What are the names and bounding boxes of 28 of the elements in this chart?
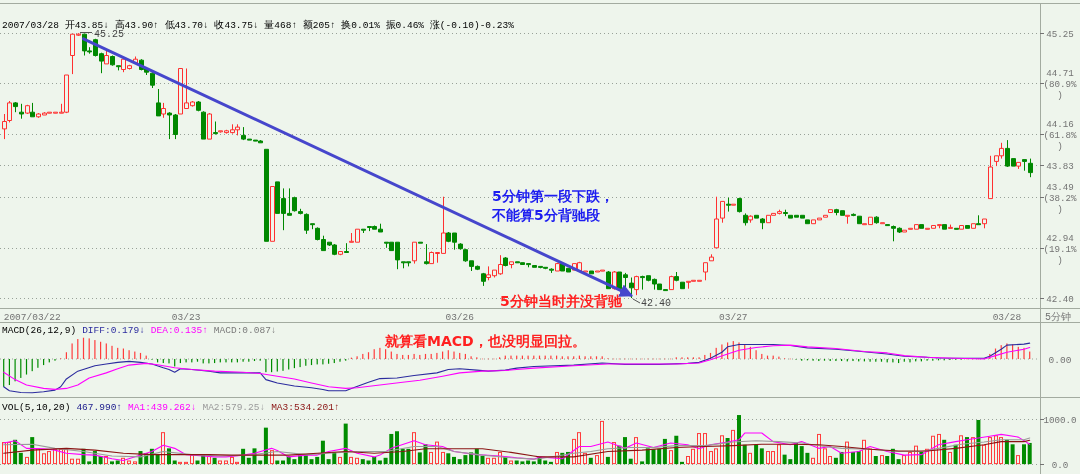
text: 0.00 — [1048, 354, 1072, 366]
y-tick-label: 42.94 (19.1%) — [1043, 232, 1078, 266]
x-tick-label: 03/23 — [171, 311, 201, 323]
y-tick-label: 43.49 (38.2%) — [1043, 181, 1078, 215]
annotation: 45.25 — [94, 29, 125, 40]
chart-title: MACD(26,12,9) — [2, 325, 77, 336]
chart-subtitle: MACD:0.087↓ — [213, 325, 277, 336]
y-tick-label: 45.25 — [1046, 28, 1074, 40]
x-tick-label: 03/28 — [992, 311, 1022, 323]
y-tick-label: 44.71 (80.9%) — [1043, 67, 1078, 101]
annotation: 就算看MACD，也没明显回拉。 — [384, 333, 586, 349]
text: 2007/03/28 开43.85↓ 高43.90↑ 低43.70↓ 收43.75↓ 量468↑ 额205↑ 换0.01% 振0.46% 涨(-0.10)-0.23% — [2, 18, 515, 31]
annotation: 5分钟第一段下跌，不能算5分背驰段 — [491, 188, 614, 223]
text: 467.990↑ — [76, 402, 123, 413]
text: VOL(5,10,20) — [2, 402, 71, 413]
annotation: 42.40 — [641, 298, 672, 309]
x-axis-title: 5分钟 — [1045, 310, 1072, 323]
legend: MA1:439.262↓ MA2:579.25↓ MA3:534.201↑ — [128, 402, 340, 413]
y-tick-label: 0.0 — [1051, 459, 1069, 471]
annotation: 5分钟当时并没背驰 — [500, 293, 623, 309]
x-tick-label: 03/26 — [445, 311, 475, 323]
x-tick-label: 03/27 — [719, 311, 748, 323]
legend: DIFF:0.179↓ DEA:0.135↑ — [82, 325, 208, 336]
y-tick-label: 44.16 (61.8%) — [1043, 118, 1078, 152]
x-tick-label: 2007/03/22 — [3, 311, 61, 323]
y-tick-label: 1000.0 — [1043, 414, 1077, 426]
y-tick-label: 43.83 — [1046, 160, 1074, 172]
y-tick-label: 42.40 — [1046, 293, 1074, 305]
